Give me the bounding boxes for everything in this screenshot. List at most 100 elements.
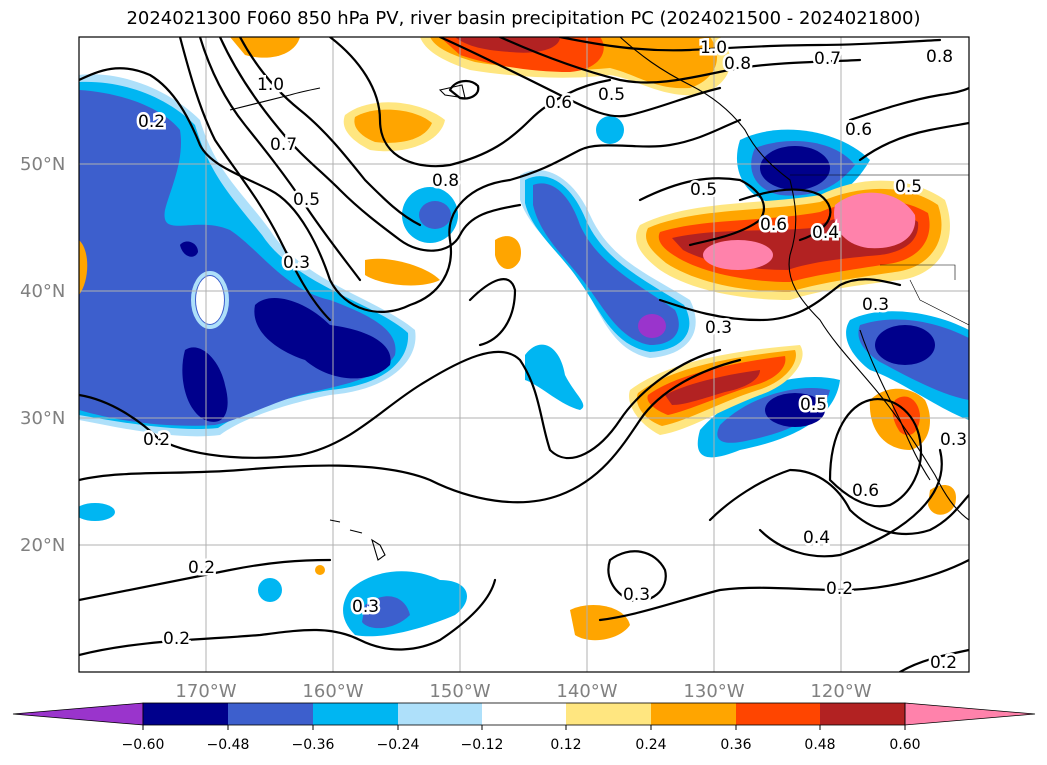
positive-hole: [196, 276, 224, 324]
negative-small-c: [596, 116, 624, 144]
contour-label: 0.3: [283, 253, 310, 273]
contour-label: 1.0: [257, 75, 284, 95]
figure-title: 2024021300 F060 850 hPa PV, river basin …: [126, 8, 921, 29]
positive-core-west-coast: [703, 240, 773, 270]
lon-label: 130°W: [683, 681, 744, 702]
colorbar-ticks: [142, 725, 906, 730]
colorbar-segment: [398, 703, 482, 725]
contour-label: 0.3: [705, 318, 732, 338]
positive-region-a-core: [354, 109, 432, 143]
lon-label: 170°W: [175, 681, 236, 702]
negative-region-hawaii-south-core: [362, 596, 410, 629]
lat-label: 20°N: [20, 535, 65, 556]
lon-label: 150°W: [429, 681, 490, 702]
contour-label: 0.5: [895, 177, 922, 197]
contour-label: 0.2: [188, 558, 215, 578]
colorbar-segment: [736, 703, 820, 725]
contour-line: [79, 558, 332, 602]
contour-label: 0.8: [926, 47, 953, 67]
colorbar-tick-label: −0.12: [461, 737, 504, 753]
contour-label: 1.0: [700, 38, 727, 58]
contour-label: 0.8: [432, 171, 459, 191]
lon-label: 140°W: [556, 681, 617, 702]
negative-small-a-core: [419, 201, 451, 229]
contour-line: [438, 37, 722, 118]
negative-region-pnw-dark: [760, 146, 830, 190]
contour-label: 0.6: [852, 481, 879, 501]
contour-label: 0.6: [760, 215, 787, 235]
positive-region-c: [495, 236, 521, 270]
contour-line: [79, 578, 497, 657]
lat-label: 30°N: [20, 408, 65, 429]
colorbar-segment: [566, 703, 651, 725]
colorbar-extend-low: [12, 702, 144, 726]
contour-label: 0.3: [623, 585, 650, 605]
contour-line: [218, 37, 522, 252]
colorbar-tick-label: 0.48: [804, 737, 835, 753]
contour-label: 0.4: [803, 528, 830, 548]
negative-band-mid-pacific-3: [533, 183, 679, 345]
lon-label: 160°W: [302, 681, 363, 702]
pv-contours: [79, 37, 969, 672]
positive-core-california: [834, 192, 916, 249]
contour-line: [448, 80, 480, 100]
filled-contours: [79, 37, 969, 641]
contour-line: [658, 278, 902, 322]
contour-label: 0.8: [724, 54, 751, 74]
lon-label: 120°W: [810, 681, 871, 702]
contour-line: [498, 37, 862, 84]
positive-region-d-4: [665, 370, 760, 405]
map-panel: 1.0 0.8 0.7 0.8 1.0 0.2 0.7 0.5 0.3 0.8 …: [79, 37, 969, 673]
contour-line: [79, 67, 742, 313]
contour-line: [858, 121, 969, 162]
contour-label: 0.4: [812, 223, 839, 243]
contour-label: 0.3: [352, 597, 379, 617]
colorbar-tick-label: −0.60: [122, 737, 165, 753]
contour-label: 0.5: [800, 395, 827, 415]
contour-line: [238, 37, 422, 227]
positive-region-northwest: [230, 37, 300, 58]
contour-line: [328, 37, 612, 168]
colorbar-tick-label: −0.24: [377, 737, 420, 753]
latitude-labels: 50°N 40°N 30°N 20°N: [20, 154, 65, 556]
lat-label: 50°N: [20, 154, 65, 175]
colorbar-segment: [228, 703, 313, 725]
contour-label: 0.5: [690, 180, 717, 200]
contour-line: [758, 448, 943, 558]
colorbar-tick-label: 0.60: [889, 737, 920, 753]
contour-line: [198, 37, 362, 282]
colorbar-tick-label: 0.24: [635, 737, 666, 753]
lat-label: 40°N: [20, 281, 65, 302]
map-frame: [78, 36, 970, 673]
contour-label: 0.2: [138, 112, 165, 132]
contour-label: 0.6: [545, 93, 572, 113]
contour-label: 0.2: [143, 430, 170, 450]
colorbar-segment: [143, 703, 228, 725]
contour-label: 0.3: [862, 295, 889, 315]
colorbar-tick-label: 0.12: [550, 737, 581, 753]
positive-region-b: [365, 258, 440, 286]
contour-label: 0.2: [826, 579, 853, 599]
contour-line: [558, 37, 942, 52]
contour-line: [898, 648, 969, 672]
colorbar-segment: [313, 703, 398, 725]
contour-line: [828, 397, 923, 508]
contour-line: [848, 86, 969, 122]
negative-small-d: [258, 578, 282, 602]
negative-purple-core: [638, 314, 666, 338]
contour-label: 0.5: [293, 190, 320, 210]
contour-line: [708, 468, 969, 535]
colorbar-tick-label: −0.48: [207, 737, 250, 753]
colorbar-outline: [142, 702, 906, 726]
contour-line: [607, 550, 667, 603]
negative-small-b: [525, 344, 584, 410]
colorbar-tick-label: 0.36: [720, 737, 751, 753]
colorbar-tick-label: −0.36: [292, 737, 335, 753]
positive-region-gulf-alaska-4: [455, 37, 560, 53]
longitude-labels: 170°W 160°W 150°W 140°W 130°W 120°W: [175, 681, 871, 702]
contour-label: 0.2: [930, 653, 957, 673]
contour-label: 0.3: [940, 430, 967, 450]
contour-label: 0.6: [845, 120, 872, 140]
contour-line: [79, 358, 742, 504]
